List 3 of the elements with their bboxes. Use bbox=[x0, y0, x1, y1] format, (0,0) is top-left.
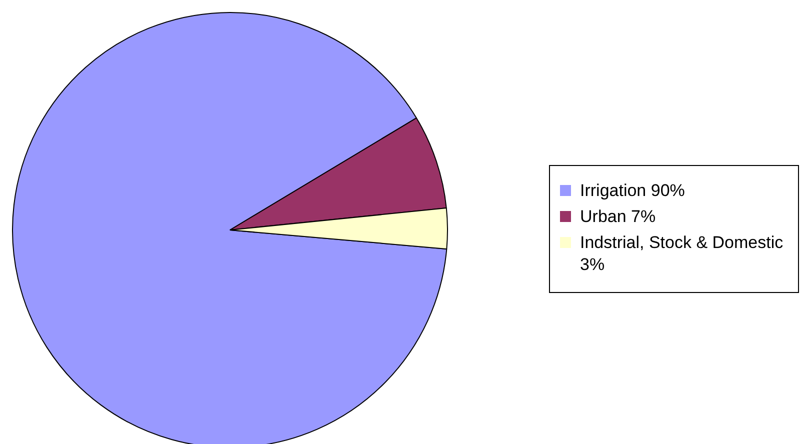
legend-label: Urban 7% bbox=[580, 206, 656, 228]
legend-label: Indstrial, Stock & Domestic 3% bbox=[580, 232, 784, 276]
legend-label: Irrigation 90% bbox=[580, 180, 685, 202]
